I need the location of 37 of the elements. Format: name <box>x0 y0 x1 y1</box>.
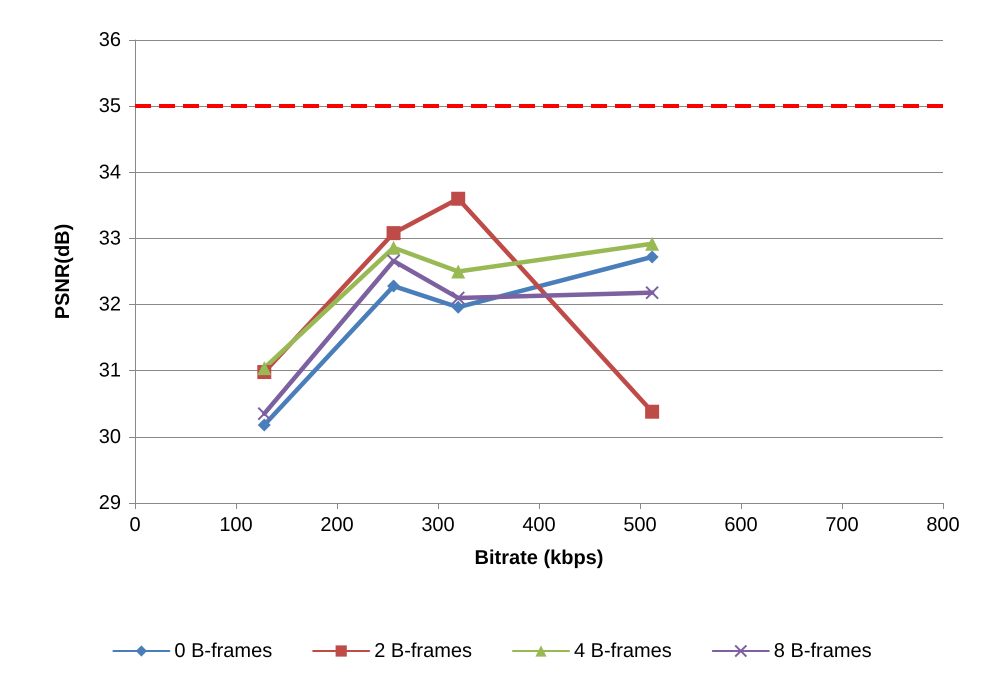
x-tick-label: 0 <box>129 514 141 536</box>
x-tick-label: 500 <box>623 514 657 536</box>
x-tick-label: 600 <box>724 514 758 536</box>
legend-label: 2 B-frames <box>374 640 472 662</box>
x-tick-label: 100 <box>219 514 253 536</box>
point <box>386 226 401 240</box>
legend-label: 8 B-frames <box>774 640 872 662</box>
point <box>387 280 400 293</box>
point <box>451 192 466 206</box>
y-tick-label: 36 <box>98 29 121 51</box>
y-tick-label: 30 <box>98 426 121 448</box>
point <box>645 404 660 419</box>
point <box>451 264 466 278</box>
y-tick-label: 35 <box>98 95 121 118</box>
point <box>258 418 271 432</box>
point <box>451 290 466 305</box>
point <box>452 300 465 314</box>
point <box>257 361 272 376</box>
y-tick-label: 33 <box>98 227 121 250</box>
x-tick-label: 300 <box>421 514 455 536</box>
x-tick-label: 700 <box>825 514 859 536</box>
point <box>257 406 272 421</box>
x-tick-label: 400 <box>522 514 556 536</box>
y-tick-label: 31 <box>98 360 121 382</box>
y-axis-title: PSNR(dB) <box>52 224 74 320</box>
y-tick-label: 32 <box>98 294 121 316</box>
point <box>386 254 401 268</box>
x-tick-label: 800 <box>926 514 960 536</box>
y-tick-label: 29 <box>98 492 121 514</box>
y-tick-label: 34 <box>98 161 121 184</box>
legend-label: 4 B-frames <box>574 640 672 662</box>
point <box>646 250 659 264</box>
point <box>645 236 660 251</box>
point <box>645 286 660 300</box>
legend-label: 0 B-frames <box>174 640 272 662</box>
x-axis-title: Bitrate (kbps) <box>474 547 604 569</box>
x-tick-label: 200 <box>320 514 354 536</box>
